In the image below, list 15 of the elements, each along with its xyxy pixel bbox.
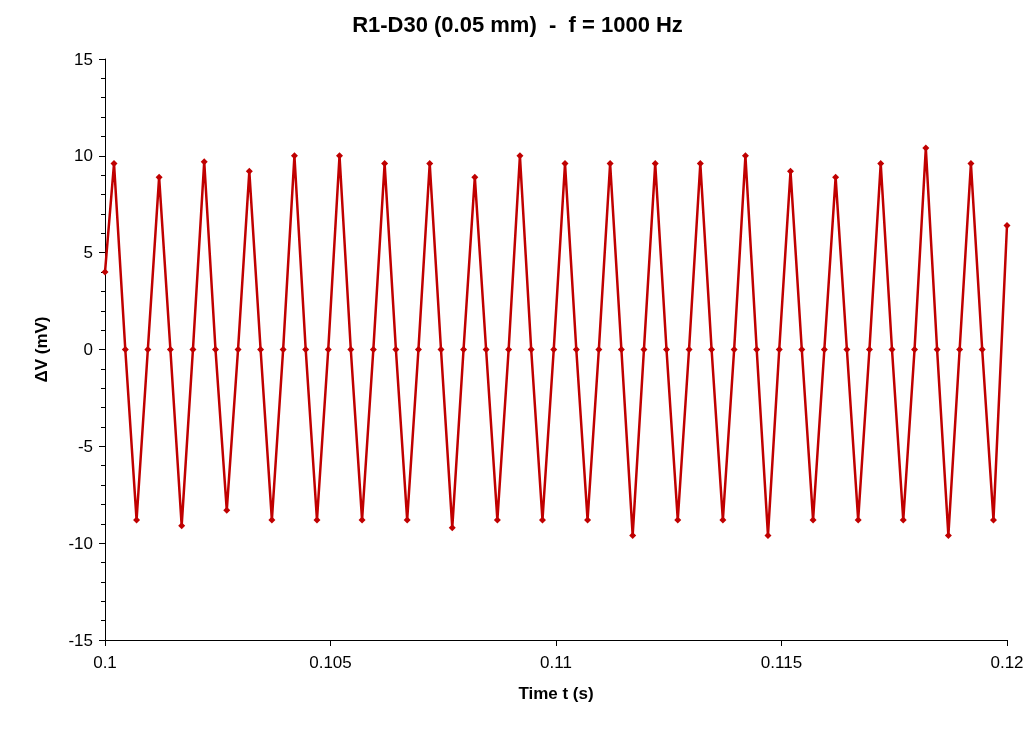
y-tick-label: -5 — [77, 436, 93, 456]
x-tick-label: 0.12 — [990, 653, 1024, 672]
y-tick-label: 5 — [83, 243, 93, 263]
y-tick-label: 15 — [74, 49, 93, 69]
y-tick-label: 0 — [83, 340, 93, 359]
x-tick-label: 0.115 — [760, 653, 803, 672]
x-axis-title: Time t (s) — [518, 684, 594, 703]
y-axis-title: ΔV (mV) — [32, 316, 51, 383]
y-tick-label: -15 — [68, 630, 93, 650]
x-tick-label: 0.1 — [93, 653, 117, 672]
x-tick-label: 0.105 — [309, 653, 352, 672]
chart-title: R1-D30 (0.05 mm) - f = 1000 Hz — [352, 11, 683, 37]
y-tick-label: 10 — [74, 146, 93, 166]
x-tick-label: 0.11 — [540, 653, 572, 672]
y-tick-label: -10 — [68, 533, 93, 553]
